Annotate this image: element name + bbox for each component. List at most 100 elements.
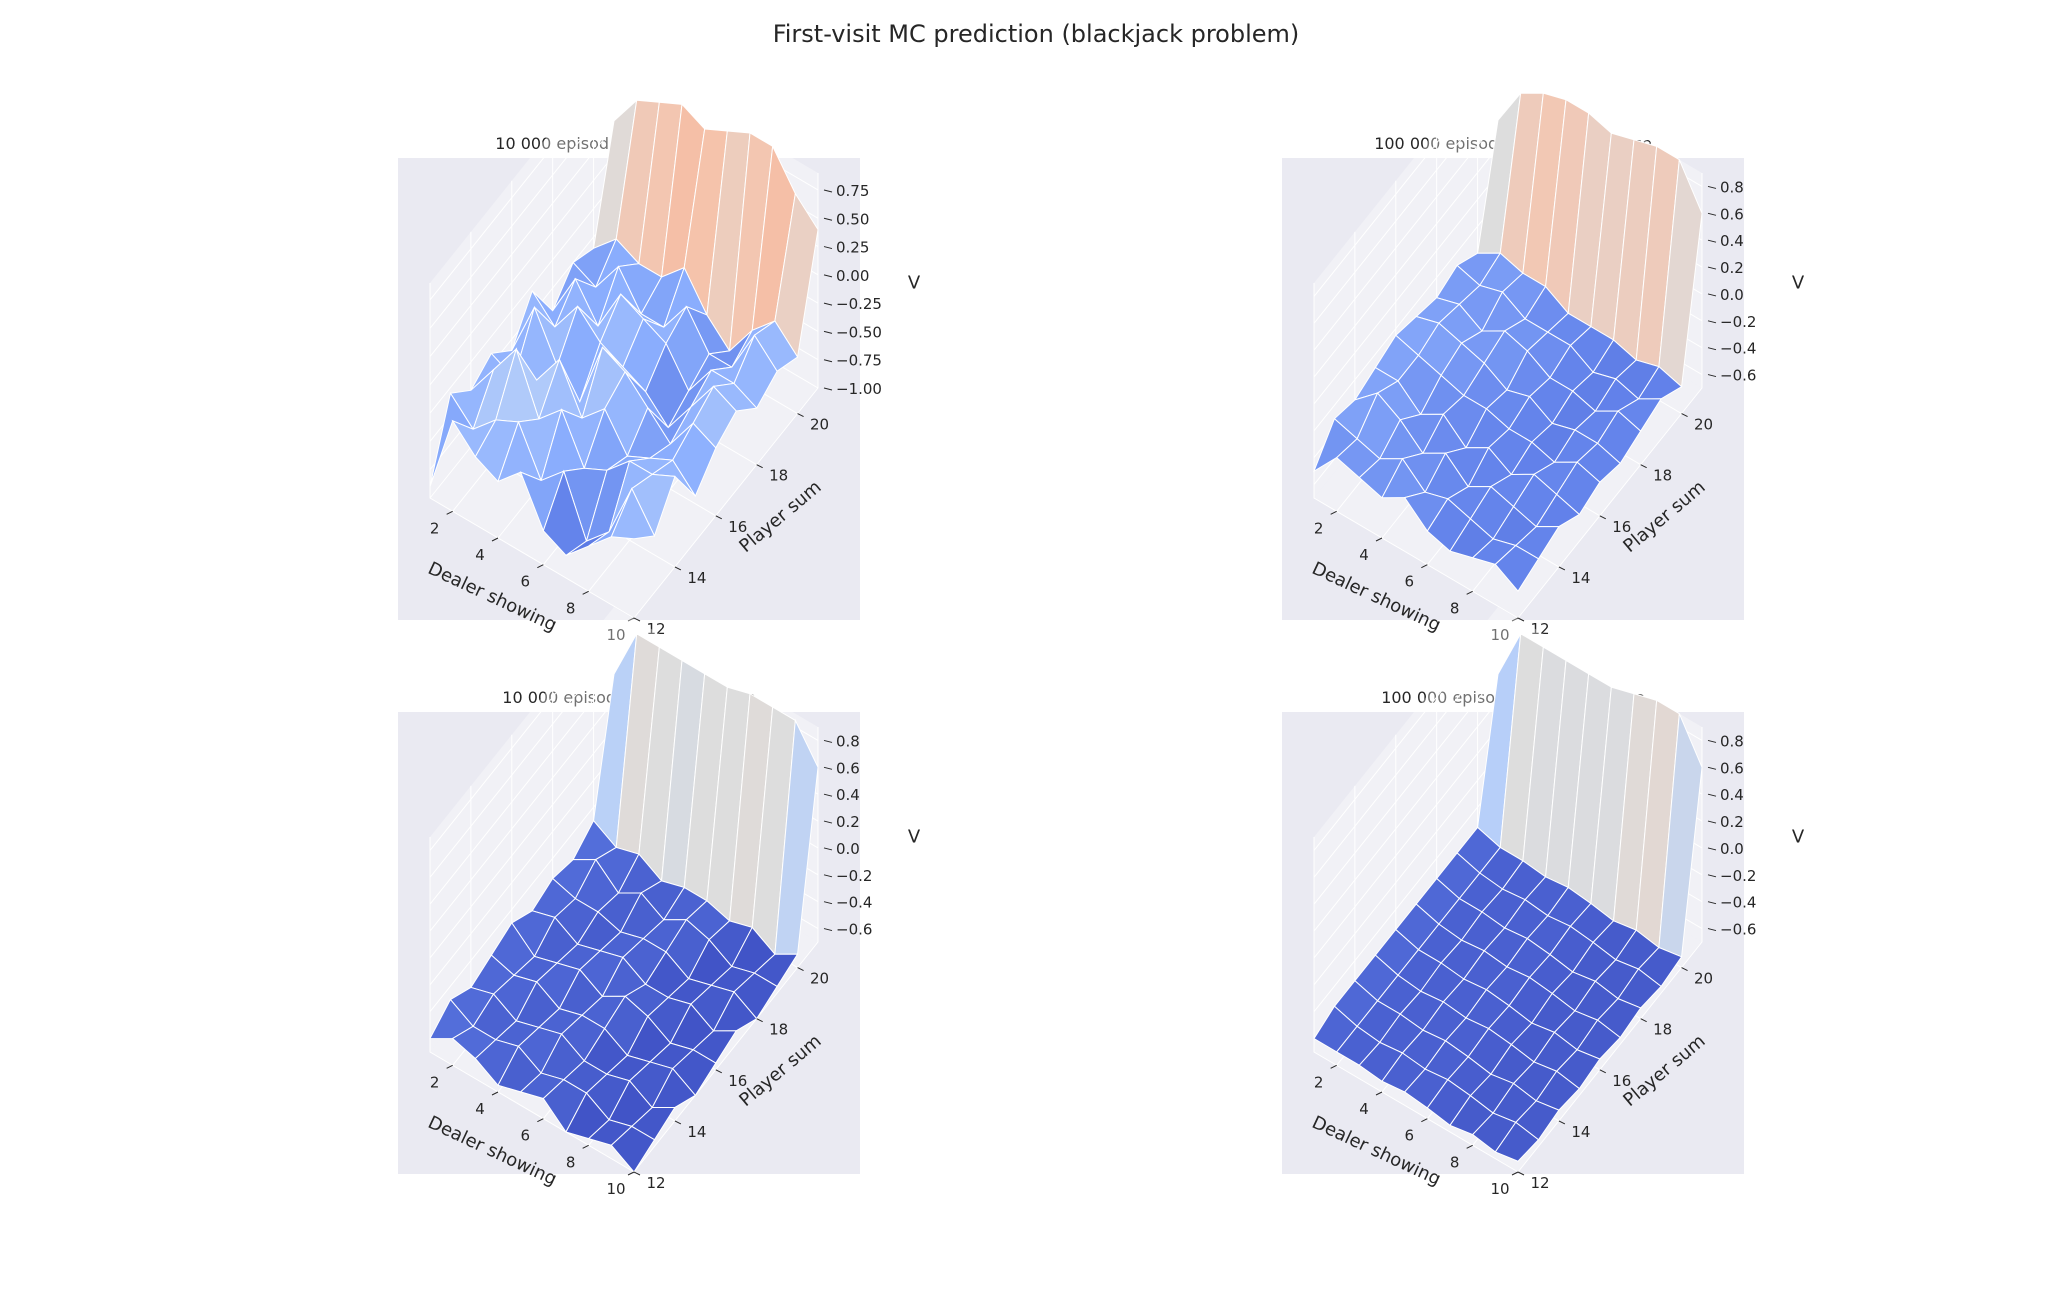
x-tick [1330,510,1337,515]
x-tick [1330,1064,1337,1069]
z-tick-label: 0.4 [1720,786,1744,804]
y-tick [1558,1120,1566,1125]
x-tick [1466,590,1473,595]
y-tick-label: 14 [1571,1123,1590,1141]
z-tick [1707,820,1717,824]
x-tick-label: 4 [475,1100,485,1118]
z-tick-label: −0.4 [1720,340,1756,358]
z-tick-label: 0.2 [1720,813,1744,831]
z-tick [823,274,833,278]
z-axis-label: V [908,827,921,848]
z-tick-label: −0.2 [1720,313,1756,331]
z-axis-label: V [1792,273,1805,294]
y-tick [1681,967,1688,972]
x-tick [491,1091,499,1096]
y-tick [756,1018,763,1023]
z-tick [1707,266,1717,270]
z-tick-label: −0.75 [836,352,882,370]
y-tick-label: 20 [810,970,829,988]
y-tick-label: 18 [1653,1021,1672,1039]
z-tick [823,359,833,363]
z-tick [1707,739,1717,743]
y-tick-label: 12 [1530,620,1549,638]
x-tick-label: 2 [1314,519,1324,537]
z-tick-label: 0.0 [836,840,860,858]
z-tick-label: −0.2 [836,867,872,885]
y-tick-label: 16 [1612,518,1631,536]
grid-line [1517,727,1703,1173]
z-tick [823,874,833,878]
z-tick [823,189,833,193]
x-tick-label: 10 [606,626,625,644]
y-tick-label: 12 [1530,1174,1549,1192]
y-tick [1640,464,1647,469]
x-tick-label: 4 [1359,1100,1369,1118]
x-tick-label: 8 [1450,599,1460,617]
y-tick-label: 16 [1612,1072,1631,1090]
x-tick [627,617,635,622]
x-tick-label: 10 [1490,626,1509,644]
surface-quad [1494,544,1540,592]
x-tick [1375,537,1383,542]
grid-line [1313,837,1519,1173]
z-tick-label: 0.4 [1720,232,1744,250]
z-tick [823,387,833,391]
x-tick-label: 4 [475,546,485,564]
z-tick [823,793,833,797]
x-tick [1421,564,1428,569]
y-tick [1599,515,1607,520]
x-tick-label: 6 [1405,573,1415,591]
x-tick-label: 10 [606,1180,625,1198]
z-tick [823,246,833,250]
y-tick [797,413,804,418]
surface-quad [610,1125,656,1173]
z-tick [823,820,833,824]
left-wall-pane [430,607,614,1052]
z-tick [1707,320,1717,324]
x-tick [446,1064,453,1069]
y-tick-label: 18 [769,467,788,485]
x-tick [537,1118,544,1123]
z-tick [823,330,833,334]
y-tick-label: 20 [1694,970,1713,988]
chart-panel-4: 100 000 episodes, no usable ace246810121… [1282,607,1805,1198]
y-tick-label: 20 [1694,416,1713,434]
z-tick-label: 0.75 [836,182,869,200]
y-tick [633,617,641,622]
z-tick-label: 0.6 [1720,759,1744,777]
z-tick [1707,766,1717,770]
figure-title: First-visit MC prediction (blackjack pro… [772,20,1300,48]
x-tick-label: 8 [1450,1153,1460,1171]
y-tick [797,967,804,972]
y-tick-label: 12 [646,1174,665,1192]
y-tick [715,1069,723,1074]
y-tick-label: 16 [728,518,747,536]
z-tick [1707,901,1717,905]
y-tick-label: 16 [728,1072,747,1090]
y-tick [1558,566,1566,571]
x-tick-label: 2 [1314,1073,1324,1091]
x-tick [446,510,453,515]
z-tick [1707,212,1717,216]
z-tick-label: 0.4 [836,786,860,804]
y-tick [674,566,682,571]
z-axis-label: V [1792,827,1805,848]
x-tick [627,1171,635,1176]
z-tick-label: 0.6 [836,759,860,777]
x-tick-label: 4 [1359,546,1369,564]
z-tick [823,739,833,743]
x-tick [1375,1091,1383,1096]
y-tick [1599,1069,1607,1074]
y-tick [715,515,723,520]
grid-line [1313,283,1519,619]
chart-panel-2: 100 000 episodes, with usable ace2468101… [1282,53,1805,644]
z-tick-label: 0.0 [1720,286,1744,304]
y-tick-label: 18 [769,1021,788,1039]
z-tick-label: −0.2 [1720,867,1756,885]
z-tick-label: 0.50 [836,210,869,228]
x-tick-label: 6 [521,573,531,591]
z-tick [823,217,833,221]
z-tick [1707,185,1717,189]
z-tick [823,302,833,306]
z-tick-label: 0.8 [1720,732,1744,750]
